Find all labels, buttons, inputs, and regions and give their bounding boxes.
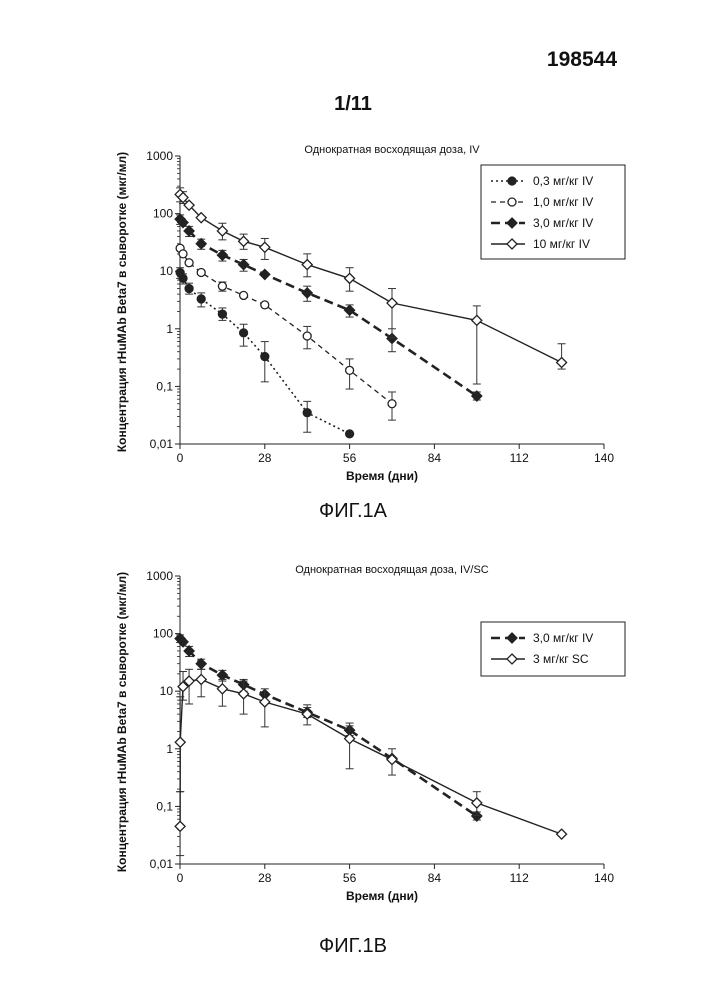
data-point [197, 268, 205, 276]
data-point [557, 357, 567, 367]
data-point [472, 798, 482, 808]
data-point [302, 260, 312, 270]
series-line [180, 248, 392, 403]
x-tick-label: 56 [343, 871, 357, 885]
data-point [260, 697, 270, 707]
figure-label-1a: ФИГ.1A [0, 500, 706, 523]
x-tick-label: 0 [177, 871, 184, 885]
data-point [196, 674, 206, 684]
y-tick-label: 100 [153, 627, 173, 641]
data-point [217, 250, 227, 260]
data-point [179, 274, 187, 282]
legend-label: 10 мг/кг IV [533, 237, 590, 251]
y-tick-label: 100 [153, 207, 173, 221]
series-line [180, 679, 561, 834]
x-tick-label: 28 [258, 871, 272, 885]
chart-fig1b: Однократная восходящая доза, IV/SC 0,01 0,… [0, 560, 706, 925]
data-point [218, 282, 226, 290]
x-tick-label: 112 [510, 451, 529, 465]
y-axis-title: Концентрация rHuMAb Beta7 в сыворотке (м… [115, 572, 129, 872]
data-point [185, 285, 193, 293]
data-point [261, 301, 269, 309]
y-axis-title: Концентрация rHuMAb Beta7 в сыворотке (м… [115, 152, 129, 452]
data-point [217, 670, 227, 680]
data-point [260, 242, 270, 252]
data-point [260, 269, 270, 279]
x-axis-title: Время (дни) [346, 469, 418, 483]
legend-label: 3,0 мг/кг IV [533, 631, 593, 645]
x-tick-label: 56 [343, 451, 357, 465]
data-point [197, 295, 205, 303]
legend: 0,3 мг/кг IV 1,0 мг/кг IV 3,0 мг/кг IV 10 м… [481, 165, 625, 259]
data-point [240, 329, 248, 337]
document-number: 198544 [547, 48, 617, 72]
data-point [388, 400, 396, 408]
x-tick-label: 28 [258, 451, 272, 465]
chart-fig1a: Однократная восходящая доза, IV0,010,111… [0, 140, 706, 500]
data-point [179, 250, 187, 258]
data-point [387, 298, 397, 308]
legend-marker [508, 177, 516, 185]
data-point [303, 409, 311, 417]
series-1 [175, 634, 482, 821]
data-point [175, 737, 185, 747]
legend: 3,0 мг/кг IV 3 мг/кг SC [481, 622, 625, 676]
y-tick-label: 1000 [146, 149, 173, 163]
series-2 [176, 244, 396, 420]
data-point [175, 821, 185, 831]
data-point [302, 288, 312, 298]
chart-title: Однократная восходящая доза, IV/SC [295, 564, 489, 576]
data-point [346, 430, 354, 438]
y-tick-label: 10 [160, 264, 174, 278]
y-tick-label: 0,01 [150, 857, 174, 871]
x-tick-label: 140 [594, 451, 614, 465]
legend-label: 0,3 мг/кг IV [533, 174, 593, 188]
chart-title: Однократная восходящая доза, IV [304, 144, 480, 156]
sheet-number: 1/11 [0, 93, 706, 116]
series-2 [175, 669, 566, 855]
x-tick-label: 112 [510, 871, 529, 885]
y-tick-label: 1 [166, 322, 173, 336]
y-tick-label: 0,01 [150, 437, 174, 451]
y-tick-label: 0,1 [156, 379, 173, 393]
data-point [196, 239, 206, 249]
y-tick-label: 0,1 [156, 799, 173, 813]
legend-label: 1,0 мг/кг IV [533, 195, 593, 209]
data-point [346, 366, 354, 374]
x-tick-label: 0 [177, 451, 184, 465]
y-tick-label: 1 [166, 742, 173, 756]
legend-marker [508, 198, 516, 206]
x-tick-label: 84 [428, 871, 442, 885]
x-tick-label: 140 [594, 871, 614, 885]
data-point [557, 829, 567, 839]
data-point [472, 315, 482, 325]
series-line [180, 639, 477, 816]
x-tick-label: 84 [428, 451, 442, 465]
x-axis-title: Время (дни) [346, 889, 418, 903]
data-point [261, 353, 269, 361]
data-point [217, 684, 227, 694]
data-point [303, 332, 311, 340]
figure-label-1b: ФИГ.1B [0, 935, 706, 958]
data-point [345, 273, 355, 283]
y-tick-label: 10 [160, 684, 174, 698]
y-tick-label: 1000 [146, 569, 173, 583]
data-point [217, 226, 227, 236]
legend-label: 3,0 мг/кг IV [533, 216, 593, 230]
data-point [240, 291, 248, 299]
data-point [196, 659, 206, 669]
data-point [239, 236, 249, 246]
legend-label: 3 мг/кг SC [533, 652, 589, 666]
data-point [185, 259, 193, 267]
data-point [239, 689, 249, 699]
data-point [239, 260, 249, 270]
data-point [218, 310, 226, 318]
